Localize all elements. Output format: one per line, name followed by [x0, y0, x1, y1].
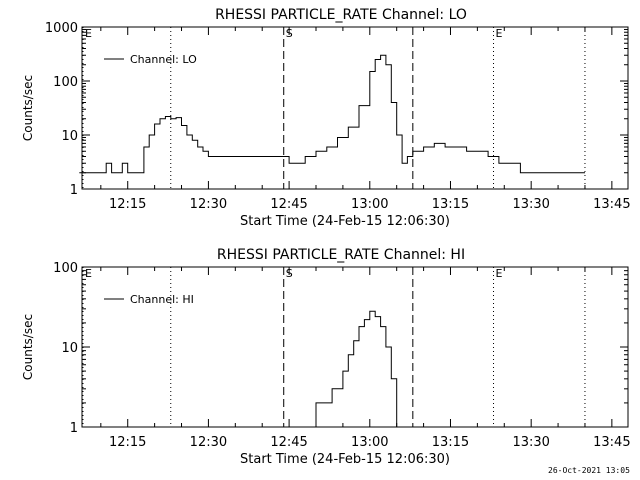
- x-tick-label: 12:30: [190, 435, 227, 450]
- y-tick-label: 100: [53, 261, 78, 276]
- plot-frame: [81, 26, 629, 190]
- y-tick-label: 1: [70, 183, 78, 198]
- y-axis-label: Counts/sec: [21, 75, 35, 141]
- event-marker-label: E: [496, 27, 503, 40]
- x-tick-label: 12:45: [270, 435, 307, 450]
- event-marker-label: S: [286, 267, 293, 280]
- x-tick-label: 13:15: [432, 435, 469, 450]
- chart-title: RHESSI PARTICLE_RATE Channel: LO: [215, 7, 467, 23]
- x-tick-label: 12:15: [109, 435, 146, 450]
- series-line: [310, 310, 398, 428]
- x-tick-label: 13:00: [351, 435, 388, 450]
- x-axis-label: Start Time (24-Feb-15 12:06:30): [240, 452, 450, 467]
- y-tick-label: 10: [61, 341, 78, 356]
- event-marker-label: E: [85, 27, 92, 40]
- x-axis-label: Start Time (24-Feb-15 12:06:30): [240, 214, 450, 229]
- x-tick-label: 13:45: [593, 197, 630, 212]
- generation-timestamp: 26-Oct-2021 13:05: [548, 466, 630, 475]
- x-tick-label: 13:30: [512, 197, 549, 212]
- x-tick-label: 13:45: [593, 435, 630, 450]
- legend-entry: Channel: LO: [130, 53, 197, 66]
- x-tick-label: 12:30: [190, 197, 227, 212]
- y-tick-label: 1: [70, 421, 78, 436]
- event-marker-label: S: [286, 27, 293, 40]
- x-tick-label: 12:15: [109, 197, 146, 212]
- y-tick-label: 1000: [45, 21, 78, 36]
- x-tick-label: 13:15: [432, 197, 469, 212]
- panel-1: RHESSI PARTICLE_RATE Channel: LO Counts/s…: [21, 7, 631, 229]
- y-axis-label: Counts/sec: [21, 314, 35, 380]
- event-marker-label: E: [85, 267, 92, 280]
- x-tick-label: 13:00: [351, 197, 388, 212]
- chart-title: RHESSI PARTICLE_RATE Channel: HI: [217, 247, 465, 263]
- y-tick-label: 10: [61, 129, 78, 144]
- y-tick-label: 100: [53, 75, 78, 90]
- x-tick-label: 12:45: [270, 197, 307, 212]
- legend-entry: Channel: HI: [130, 293, 194, 306]
- panel-2: RHESSI PARTICLE_RATE Channel: HI Counts/s…: [21, 247, 631, 467]
- event-marker-label: E: [496, 267, 503, 280]
- plot-frame: [81, 266, 629, 428]
- series-line: [79, 54, 585, 174]
- x-tick-label: 13:30: [512, 435, 549, 450]
